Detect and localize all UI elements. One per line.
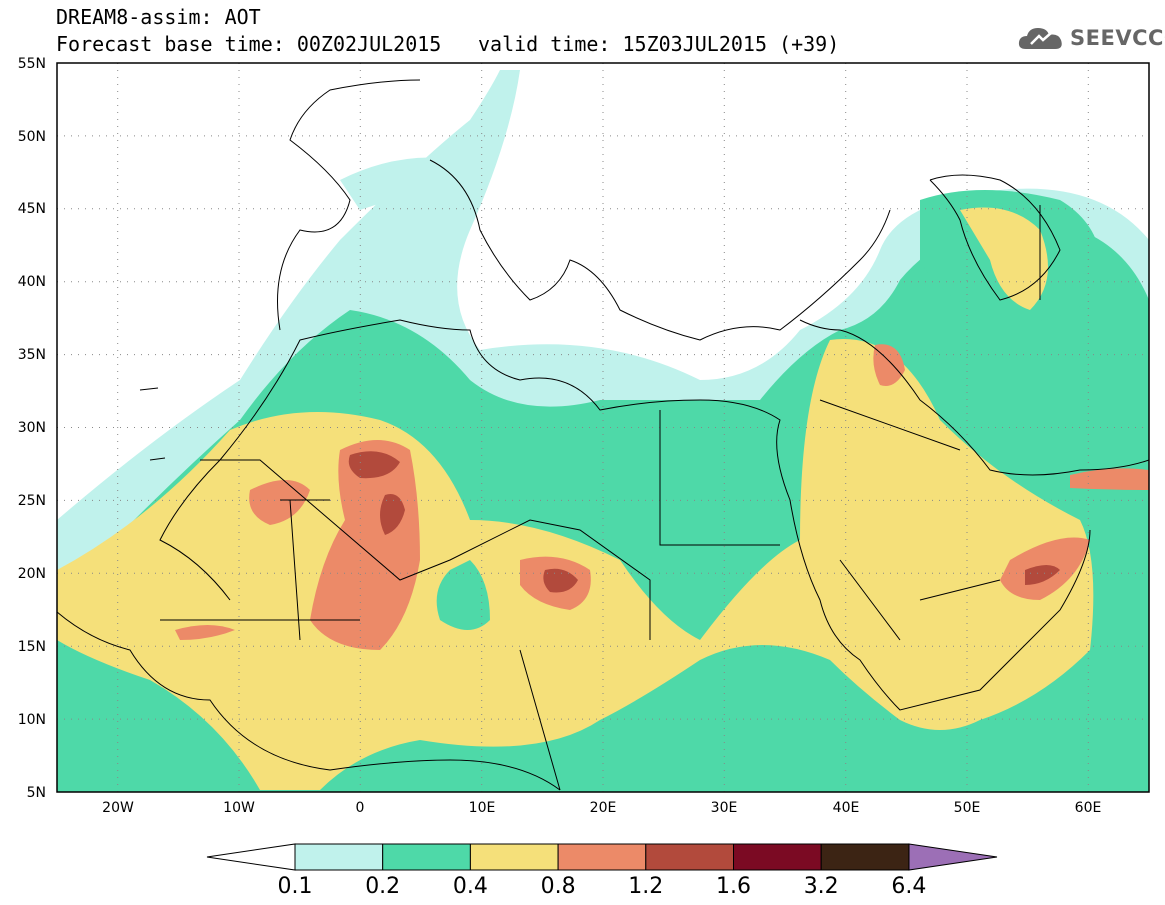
colorbar-segment xyxy=(382,843,471,871)
colorbar-segment xyxy=(557,843,647,871)
title-base-time: Forecast base time: 00Z02JUL2015 xyxy=(56,32,442,56)
colorbar-label: 0.8 xyxy=(541,874,576,899)
lat-tick-label: 55N xyxy=(18,56,46,72)
colorbar-segment xyxy=(820,843,910,871)
lat-tick-label: 20N xyxy=(18,566,46,582)
colorbar-label: 1.6 xyxy=(716,874,751,899)
title-valid-time: valid time: 15Z03JUL2015 (+39) xyxy=(478,32,840,56)
plot-frame xyxy=(56,62,1150,793)
colorbar-segment xyxy=(469,843,559,871)
cloud-icon xyxy=(1018,28,1062,49)
seevccc-logo: SEEVCCC xyxy=(1016,22,1165,54)
lat-tick-label: 45N xyxy=(18,201,46,217)
lat-tick-label: 15N xyxy=(18,639,46,655)
lon-tick-label: 10E xyxy=(469,800,496,816)
lat-axis: 5N 10N 15N 20N 25N 30N 35N 40N 45N 50N 5… xyxy=(18,56,46,801)
lon-tick-label: 30E xyxy=(711,800,738,816)
colorbar-label: 1.2 xyxy=(628,874,663,899)
lon-tick-label: 20W xyxy=(102,800,134,816)
colorbar: 0.1 0.2 0.4 0.8 1.2 1.6 3.2 6.4 xyxy=(206,843,998,899)
lon-tick-label: 20E xyxy=(590,800,617,816)
colorbar-label: 3.2 xyxy=(804,874,839,899)
lon-tick-label: 60E xyxy=(1075,800,1102,816)
lon-tick-label: 50E xyxy=(954,800,981,816)
lon-tick-label: 40E xyxy=(833,800,860,816)
coastlines xyxy=(57,79,1149,791)
colorbar-segment xyxy=(294,843,384,871)
colorbar-label: 0.2 xyxy=(365,874,400,899)
lon-tick-label: 0 xyxy=(356,800,365,816)
lat-tick-label: 40N xyxy=(18,274,46,290)
lat-tick-label: 50N xyxy=(18,129,46,145)
colorbar-under-arrow xyxy=(206,843,296,871)
title-model-variable: DREAM8-assim: AOT xyxy=(56,5,261,29)
colorbar-segment xyxy=(645,843,734,871)
colorbar-label: 6.4 xyxy=(891,874,926,899)
lat-tick-label: 25N xyxy=(18,493,46,509)
lat-tick-label: 10N xyxy=(18,712,46,728)
lat-tick-label: 30N xyxy=(18,420,46,436)
colorbar-label: 0.1 xyxy=(278,874,313,899)
colorbar-segment xyxy=(733,843,822,871)
lat-tick-label: 35N xyxy=(18,347,46,363)
lon-axis: 20W 10W 0 10E 20E 30E 40E 50E 60E xyxy=(102,800,1101,816)
lat-tick-label: 5N xyxy=(27,785,46,801)
graticule xyxy=(57,63,1149,792)
colorbar-label: 0.4 xyxy=(453,874,488,899)
logo-text: SEEVCCC xyxy=(1070,26,1165,50)
colorbar-over-arrow xyxy=(908,843,998,871)
lon-tick-label: 10W xyxy=(223,800,255,816)
